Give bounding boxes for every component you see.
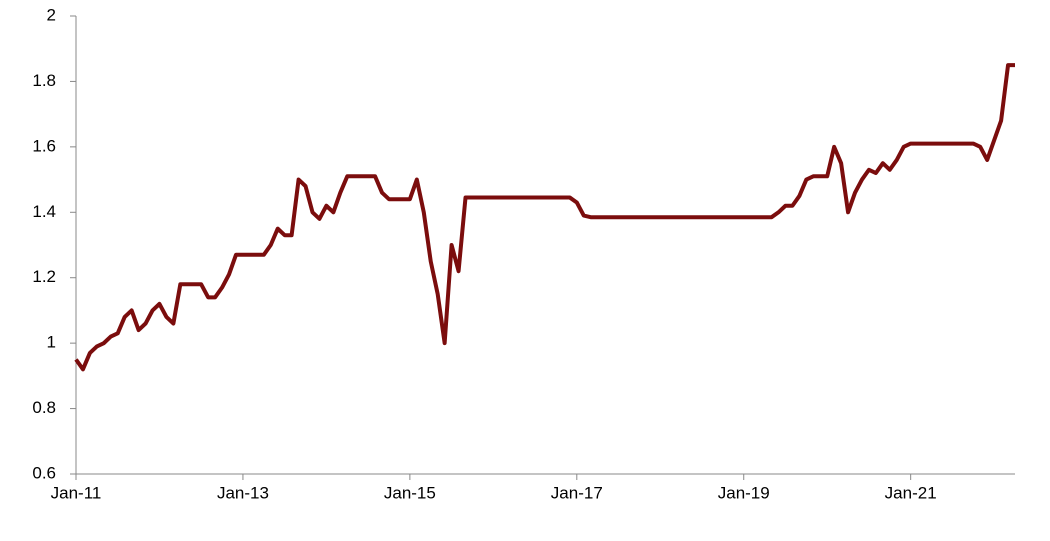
x-tick-label: Jan-15: [384, 483, 436, 502]
y-tick-label: 0.6: [32, 463, 56, 482]
data-line: [74, 63, 1015, 372]
y-tick-label: 1.4: [32, 202, 56, 221]
x-tick-label: Jan-13: [217, 483, 269, 502]
y-tick-label: 1.8: [32, 71, 56, 90]
y-tick-label: 2: [47, 5, 56, 24]
x-tick-label: Jan-17: [551, 483, 603, 502]
y-tick-label: 0.8: [32, 398, 56, 417]
y-tick-label: 1.2: [32, 267, 56, 286]
x-tick-label: Jan-19: [718, 483, 770, 502]
x-tick-label: Jan-21: [885, 483, 937, 502]
y-tick-label: 1: [47, 333, 56, 352]
x-tick-label: Jan-11: [51, 483, 102, 502]
y-tick-label: 1.6: [32, 136, 56, 155]
